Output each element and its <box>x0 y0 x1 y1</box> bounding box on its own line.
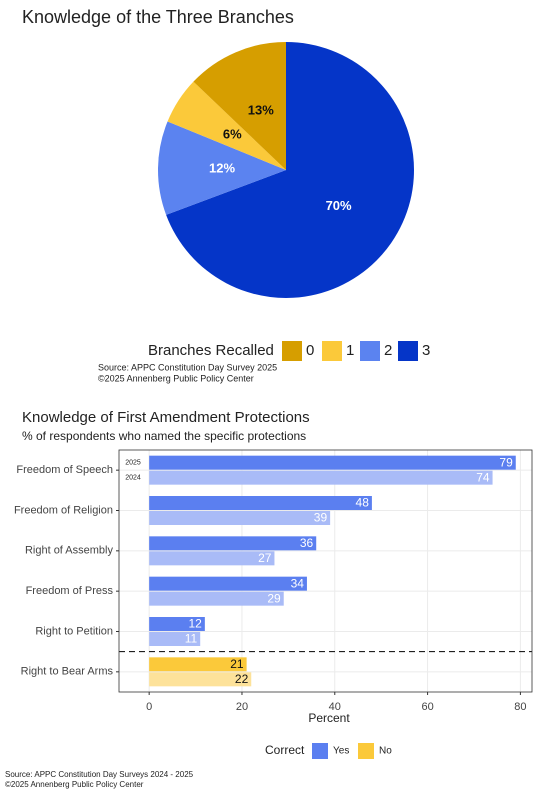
source: Source: APPC Constitution Day Survey 202… <box>98 362 277 372</box>
data-label: 34 <box>291 576 305 590</box>
legend-label: 3 <box>422 342 430 359</box>
legend-label: No <box>379 746 392 757</box>
data-label: 29 <box>267 591 281 605</box>
data-label: 11 <box>185 632 198 646</box>
data-label: 21 <box>230 657 244 671</box>
bar <box>149 576 307 591</box>
x-tick-label: 80 <box>514 701 526 713</box>
legend-label: 2 <box>384 342 392 359</box>
data-label: 48 <box>356 496 370 510</box>
data-label: 27 <box>258 551 272 565</box>
data-label: 36 <box>300 536 314 550</box>
bar <box>149 511 331 525</box>
data-label: 13% <box>248 103 274 118</box>
chart-subtitle: % of respondents who named the specific … <box>22 429 306 443</box>
data-label: 39 <box>314 511 328 525</box>
bar <box>149 496 372 510</box>
legend-label: Yes <box>333 746 349 757</box>
legend-label: 0 <box>306 342 314 359</box>
plot-panel <box>119 450 532 692</box>
data-label: 6% <box>223 127 242 142</box>
source: Source: APPC Constitution Day Surveys 20… <box>5 770 194 779</box>
bar <box>149 672 252 687</box>
bar <box>149 455 516 470</box>
data-label: 70% <box>326 198 352 213</box>
y-tick-label: Freedom of Press <box>26 585 114 597</box>
legend-title: Branches Recalled <box>148 342 274 359</box>
legend-title: Correct <box>265 743 305 757</box>
data-label: 12 <box>188 617 202 631</box>
plot-border <box>118 449 533 693</box>
x-tick-label: 40 <box>329 701 341 713</box>
bar <box>149 632 201 646</box>
y-tick-label: Right of Assembly <box>25 545 114 557</box>
bar <box>149 470 493 485</box>
x-tick-label: 60 <box>421 701 433 713</box>
legend-swatch <box>322 341 342 361</box>
pie-slice <box>193 42 286 170</box>
chart-title: Knowledge of First Amendment Protections <box>22 409 310 426</box>
y-tick-label: Freedom of Religion <box>14 504 113 516</box>
legend-label: 1 <box>346 342 354 359</box>
bar <box>149 591 284 606</box>
bar <box>149 657 247 672</box>
legend-swatch <box>282 341 302 361</box>
y-tick-label: Freedom of Speech <box>16 464 113 476</box>
series-label: 2025 <box>125 460 141 467</box>
legend-swatch <box>398 341 418 361</box>
x-axis-label: Percent <box>308 711 350 725</box>
pie-slice <box>157 121 286 215</box>
bar <box>149 551 275 566</box>
pie-slice <box>166 42 414 298</box>
y-tick-label: Right to Bear Arms <box>21 666 114 678</box>
data-label: 12% <box>209 160 235 175</box>
source: ©2025 Annenberg Public Policy Center <box>98 373 254 383</box>
legend-swatch <box>358 743 374 759</box>
y-tick-label: Right to Petition <box>35 625 113 637</box>
chart-title: Knowledge of the Three Branches <box>22 7 294 27</box>
data-label: 74 <box>476 470 490 484</box>
legend-swatch <box>312 743 328 759</box>
legend-swatch <box>360 341 380 361</box>
series-label: 2024 <box>125 475 141 482</box>
bar <box>149 536 317 551</box>
source: ©2025 Annenberg Public Policy Center <box>5 780 144 789</box>
pie-slice <box>167 81 286 170</box>
x-tick-label: 20 <box>236 701 248 713</box>
bar <box>149 617 205 631</box>
x-tick-label: 0 <box>146 701 152 713</box>
data-label: 79 <box>499 455 513 469</box>
data-label: 22 <box>235 672 249 686</box>
